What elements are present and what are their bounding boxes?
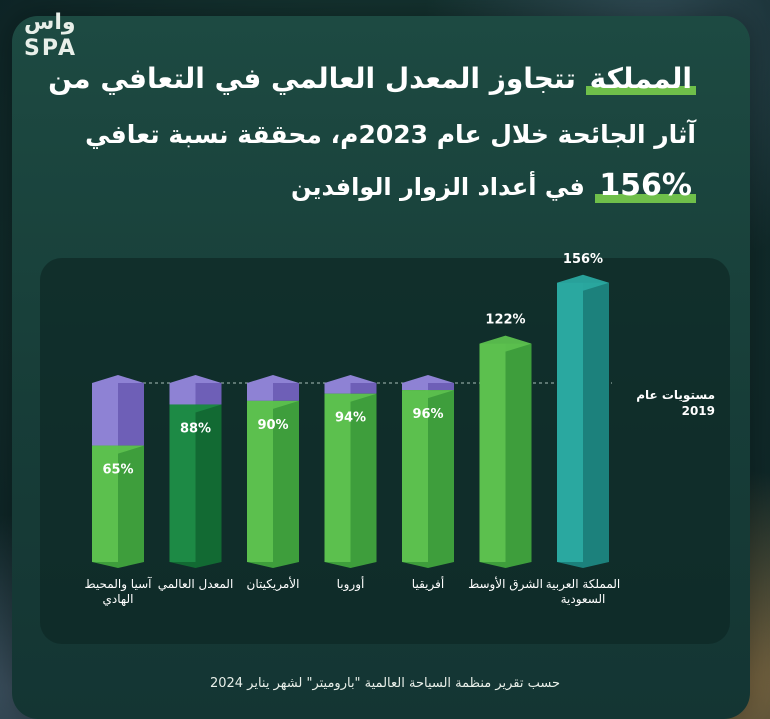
gap-right-0 <box>118 383 144 446</box>
bar-base-6 <box>557 562 609 568</box>
bar-base-1 <box>169 562 222 568</box>
chart-panel <box>40 258 730 644</box>
gap-left-0 <box>92 383 118 446</box>
gap-right-3 <box>350 383 377 394</box>
bar-right-2 <box>273 400 299 562</box>
headline-line-3-text: في أعداد الزوار الوافدين <box>290 173 585 201</box>
bar-right-0 <box>118 445 144 562</box>
data-label-0: 65% <box>102 463 133 478</box>
category-label-1: المعدل العالمي <box>157 577 234 591</box>
gap-right-4 <box>428 383 454 391</box>
data-label-5: 122% <box>485 313 525 328</box>
bar-base-3 <box>324 562 377 568</box>
gap-right-2 <box>273 383 299 401</box>
bar-top-2 <box>247 400 299 409</box>
bar-right-6 <box>583 282 609 562</box>
bar-left-0 <box>92 445 118 562</box>
data-label-1: 88% <box>180 421 211 436</box>
category-label-6: المملكة العربية السعودية <box>545 577 621 606</box>
reference-label-line-2: 2019 <box>681 404 715 418</box>
data-label-2: 90% <box>257 418 288 433</box>
gap-left-4 <box>402 383 428 391</box>
bar-top-5 <box>479 335 532 352</box>
headline-line-2: آثار الجائحة خلال عام 2023م، محققة نسبة … <box>85 120 696 149</box>
logo-latin: SPA <box>24 36 77 61</box>
bar-top-6 <box>557 274 609 291</box>
bar-right-1 <box>195 404 222 562</box>
spa-logo: واس SPA <box>24 10 94 62</box>
category-label-0: آسيا والمحيط الهادي <box>84 577 152 606</box>
bar-base-2 <box>247 562 299 568</box>
data-label-4: 96% <box>412 407 443 422</box>
data-label-3: 94% <box>335 411 366 426</box>
headline-line-1-text: تتجاوز المعدل العالمي في التعافي من <box>48 62 576 95</box>
logo-arabic: واس <box>24 10 76 35</box>
bar-top-1 <box>169 404 222 413</box>
bar-right-5 <box>505 343 532 562</box>
bar-left-1 <box>169 404 196 562</box>
category-label-3: أوروبا <box>336 577 365 591</box>
bar-base-5 <box>479 562 532 568</box>
bar-left-5 <box>479 343 506 562</box>
category-label-4: أفريقيا <box>411 577 445 591</box>
reference-label-line-1: مستويات عام <box>636 388 715 402</box>
bar-base-4 <box>402 562 454 568</box>
bar-top-3 <box>324 393 377 402</box>
gap-right-1 <box>195 383 222 405</box>
data-label-6: 156% <box>563 252 603 267</box>
category-label-2: الأمريكيتان <box>246 577 300 591</box>
headline-highlight-kingdom: المملكة <box>585 62 696 95</box>
bar-top-4 <box>402 390 454 399</box>
bar-left-2 <box>247 400 273 562</box>
gap-left-1 <box>169 383 196 405</box>
bar-top-0 <box>92 445 144 454</box>
headline-line-3: 156% في أعداد الزوار الوافدين <box>76 168 696 203</box>
bar-right-3 <box>350 393 377 562</box>
headline-highlight-percent: 156% <box>595 168 696 203</box>
gap-left-3 <box>324 383 351 394</box>
bar-left-4 <box>402 390 428 562</box>
bar-base-0 <box>92 562 144 568</box>
category-label-5: الشرق الأوسط <box>468 577 543 591</box>
headline-line-1: المملكة تتجاوز المعدل العالمي في التعافي… <box>48 62 696 95</box>
reference-line-label: مستويات عام 2019 <box>605 387 715 419</box>
gap-left-2 <box>247 383 273 401</box>
bar-right-4 <box>428 390 454 562</box>
bar-left-6 <box>557 282 583 562</box>
source-note: حسب تقرير منظمة السياحة العالمية "بارومي… <box>209 676 561 691</box>
bar-left-3 <box>324 393 351 562</box>
